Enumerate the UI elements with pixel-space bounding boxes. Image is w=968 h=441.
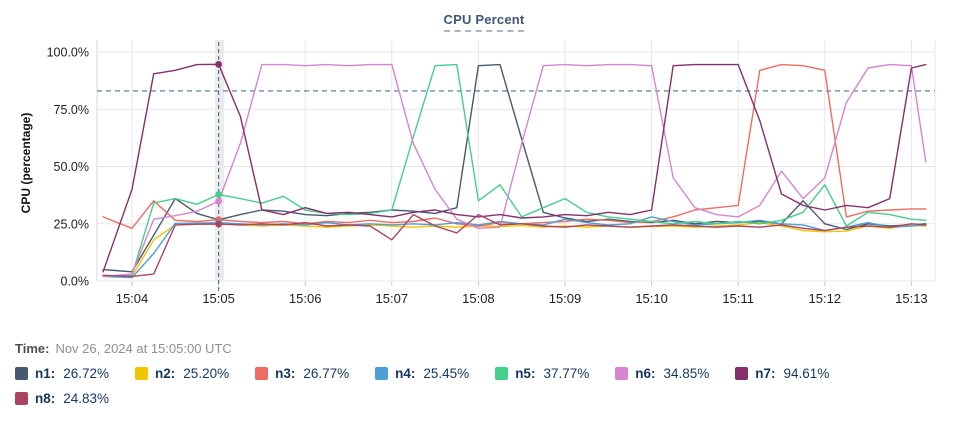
time-value: Nov 26, 2024 at 15:05:00 UTC bbox=[55, 341, 232, 356]
crosshair-marker-n7 bbox=[215, 60, 223, 68]
legend-item-n8[interactable]: n8: 24.83% bbox=[15, 391, 109, 406]
legend-series-name: n5: bbox=[515, 366, 536, 381]
y-tick-label: 100.0% bbox=[47, 46, 89, 60]
crosshair-marker-n8 bbox=[215, 220, 223, 228]
legend-swatch bbox=[615, 367, 629, 380]
legend-item-n7[interactable]: n7: 94.61% bbox=[735, 366, 829, 381]
legend-item-n6[interactable]: n6: 34.85% bbox=[615, 366, 709, 381]
legend-row: n1: 26.72% n2: 25.20% n3: 26.77% n4: 25.45% n5: 3… bbox=[15, 366, 829, 381]
legend-swatch bbox=[375, 367, 389, 380]
legend-series-value: 34.85% bbox=[663, 366, 710, 381]
y-tick-label: 25.0% bbox=[54, 217, 89, 231]
legend-item-n3[interactable]: n3: 26.77% bbox=[255, 366, 349, 381]
series-line-n3 bbox=[102, 63, 927, 230]
y-tick-label: 0.0% bbox=[61, 275, 90, 289]
x-tick-label: 15:06 bbox=[289, 291, 322, 306]
series-line-n5 bbox=[102, 63, 927, 278]
chart-title-wrap: CPU Percent bbox=[0, 11, 968, 32]
x-tick-label: 15:05 bbox=[202, 291, 235, 306]
legend-series-name: n1: bbox=[35, 366, 56, 381]
legend-item-n1[interactable]: n1: 26.72% bbox=[15, 366, 109, 381]
series-line-n1 bbox=[102, 63, 927, 273]
legend-series-name: n2: bbox=[155, 366, 176, 381]
legend-item-n5[interactable]: n5: 37.77% bbox=[495, 366, 589, 381]
x-tick-label: 15:07 bbox=[376, 291, 409, 306]
legend-series-value: 25.20% bbox=[183, 366, 230, 381]
legend-series-name: n3: bbox=[275, 366, 296, 381]
time-label: Time: bbox=[15, 341, 50, 356]
legend-series-name: n7: bbox=[755, 366, 776, 381]
legend-series-value: 94.61% bbox=[783, 366, 830, 381]
crosshair-marker-n6 bbox=[215, 197, 223, 205]
legend-item-n2[interactable]: n2: 25.20% bbox=[135, 366, 229, 381]
y-tick-label: 75.0% bbox=[54, 103, 89, 117]
legend-swatch bbox=[495, 367, 509, 380]
legend-item-n4[interactable]: n4: 25.45% bbox=[375, 366, 469, 381]
chart-title[interactable]: CPU Percent bbox=[443, 12, 525, 32]
legend-series-value: 37.77% bbox=[543, 366, 590, 381]
legend-swatch bbox=[735, 367, 749, 380]
legend-series-name: n4: bbox=[395, 366, 416, 381]
hover-highlight-band bbox=[215, 40, 225, 281]
x-tick-label: 15:12 bbox=[809, 291, 842, 306]
series-line-n8 bbox=[102, 213, 927, 278]
legend-swatch bbox=[255, 367, 269, 380]
series-line-n2 bbox=[102, 221, 927, 278]
crosshair-time-row: Time: Nov 26, 2024 at 15:05:00 UTC bbox=[15, 341, 232, 356]
x-tick-label: 15:10 bbox=[635, 291, 668, 306]
y-tick-label: 50.0% bbox=[54, 160, 89, 174]
legend-swatch bbox=[135, 367, 149, 380]
legend-swatch bbox=[15, 392, 28, 405]
legend-series-name: n6: bbox=[635, 366, 656, 381]
legend-series-value: 26.72% bbox=[63, 366, 110, 381]
chart-legend: n1: 26.72% n2: 25.20% n3: 26.77% n4: 25.45% n5: 3… bbox=[15, 366, 829, 406]
cpu-percent-chart[interactable]: 15:04 15:05 15:06 15:07 15:08 15:09 15:10 15:11… bbox=[0, 0, 968, 318]
crosshair-marker-n5 bbox=[215, 191, 223, 198]
legend-swatch bbox=[15, 367, 28, 380]
legend-series-value: 25.45% bbox=[423, 366, 470, 381]
y-axis-title: CPU (percentage) bbox=[19, 113, 33, 214]
series-line-n7 bbox=[102, 63, 927, 273]
legend-series-value: 26.77% bbox=[303, 366, 350, 381]
series-line-n6 bbox=[102, 63, 927, 278]
x-tick-label: 15:08 bbox=[462, 291, 495, 306]
x-tick-label: 15:13 bbox=[895, 291, 928, 306]
legend-row: n8: 24.83% bbox=[15, 391, 829, 406]
legend-series-name: n8: bbox=[35, 391, 56, 406]
x-tick-label: 15:11 bbox=[722, 291, 754, 306]
x-tick-label: 15:04 bbox=[116, 291, 149, 306]
legend-series-value: 24.83% bbox=[63, 391, 110, 406]
x-tick-label: 15:09 bbox=[549, 291, 582, 306]
